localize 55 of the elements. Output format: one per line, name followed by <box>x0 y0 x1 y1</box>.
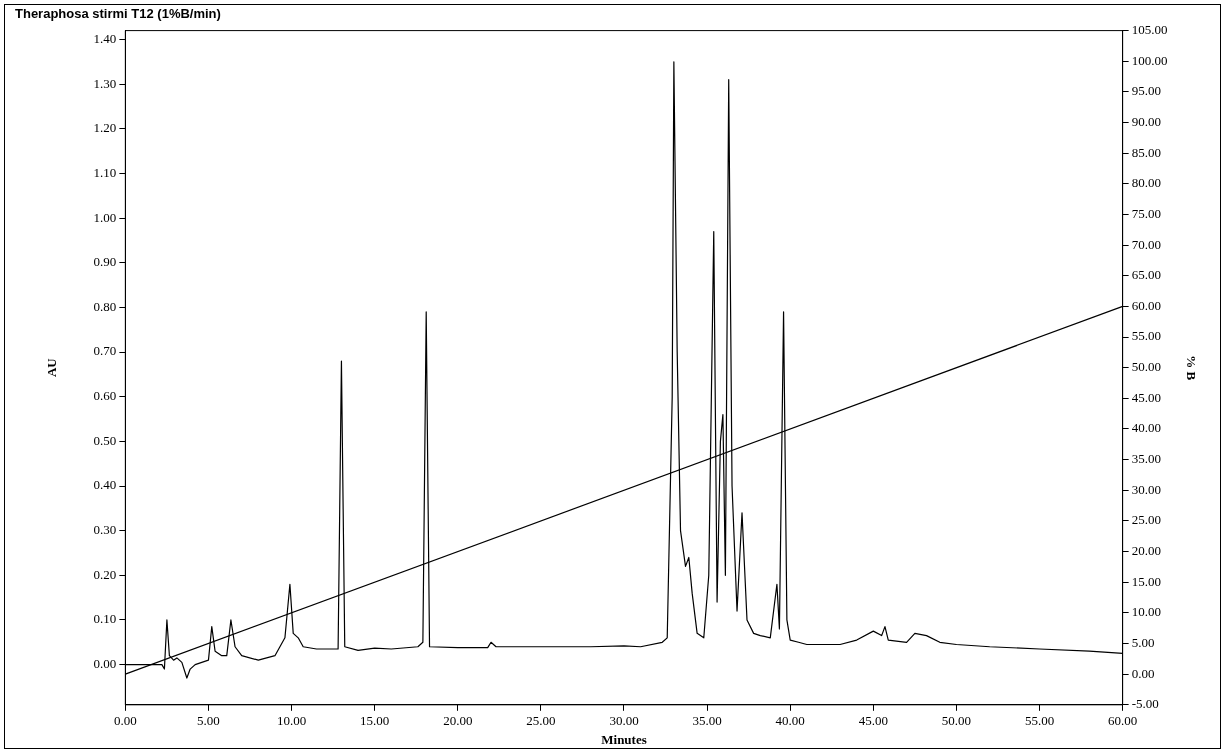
y2-tick-label: -5.00 <box>1131 696 1159 712</box>
y2-tick-label: 95.00 <box>1131 83 1161 99</box>
y2-tick-label: 5.00 <box>1131 634 1155 650</box>
y2-tick-label: 85.00 <box>1131 144 1161 160</box>
y2-tick-label: 10.00 <box>1131 604 1161 620</box>
x-tick-label: 15.00 <box>360 713 390 729</box>
y2-tick-label: 65.00 <box>1131 267 1161 283</box>
y2-tick-label: 35.00 <box>1131 451 1161 467</box>
y2-tick-label: 40.00 <box>1131 420 1161 436</box>
y-tick-label: 0.30 <box>93 522 117 538</box>
y2-tick-label: 0.00 <box>1131 665 1155 681</box>
y-tick-label: 0.10 <box>93 611 117 627</box>
y2-tick-label: 70.00 <box>1131 236 1161 252</box>
y2-tick-label: 15.00 <box>1131 573 1161 589</box>
y2-tick-label: 30.00 <box>1131 481 1161 497</box>
x-tick-label: 30.00 <box>609 713 639 729</box>
y2-tick-label: 45.00 <box>1131 389 1161 405</box>
x-tick-label: 0.00 <box>113 713 137 729</box>
y-tick-label: 0.20 <box>93 566 117 582</box>
x-tick-label: 45.00 <box>858 713 888 729</box>
x-tick-label: 10.00 <box>276 713 307 729</box>
y2-tick-label: 90.00 <box>1131 113 1161 129</box>
y2-tick-label: 80.00 <box>1131 175 1161 191</box>
x-tick-label: 40.00 <box>775 713 805 729</box>
y2-tick-label: 20.00 <box>1131 542 1161 558</box>
x-tick-label: 35.00 <box>692 713 722 729</box>
y2-tick-label: 105.00 <box>1131 22 1168 38</box>
y2-tick-label: 50.00 <box>1131 359 1161 375</box>
y2-tick-label: 100.00 <box>1131 52 1168 68</box>
y-tick-label: 0.40 <box>93 477 117 493</box>
y-tick-label: 0.70 <box>93 343 117 359</box>
x-tick-label: 60.00 <box>1108 713 1138 729</box>
chart-title: Theraphosa stirmi T12 (1%B/min) <box>15 6 221 22</box>
y-tick-label: 1.10 <box>93 164 117 180</box>
x-tick-label: 5.00 <box>197 713 220 729</box>
y-tick-label: 0.80 <box>93 298 117 314</box>
x-tick-label: 50.00 <box>941 713 972 729</box>
y2-tick-label: 60.00 <box>1131 297 1161 313</box>
y-tick-label: 0.00 <box>93 656 117 672</box>
y-tick-label: 0.60 <box>93 388 117 404</box>
y-tick-label: 1.40 <box>93 30 117 46</box>
y-axis-title: AU <box>44 357 60 378</box>
y-tick-label: 1.20 <box>93 120 117 136</box>
y2-axis-title: % B <box>1183 355 1199 381</box>
x-tick-label: 25.00 <box>526 713 556 729</box>
x-tick-label: 20.00 <box>443 713 473 729</box>
y2-tick-label: 75.00 <box>1131 205 1161 221</box>
y2-tick-label: 25.00 <box>1131 512 1161 528</box>
y-tick-label: 0.90 <box>93 254 117 270</box>
y2-tick-label: 55.00 <box>1131 328 1161 344</box>
x-axis-title: Minutes <box>601 731 647 747</box>
y-tick-label: 1.00 <box>93 209 117 225</box>
x-tick-label: 55.00 <box>1024 713 1055 729</box>
y-tick-label: 0.50 <box>93 432 117 448</box>
y-tick-label: 1.30 <box>93 75 117 91</box>
